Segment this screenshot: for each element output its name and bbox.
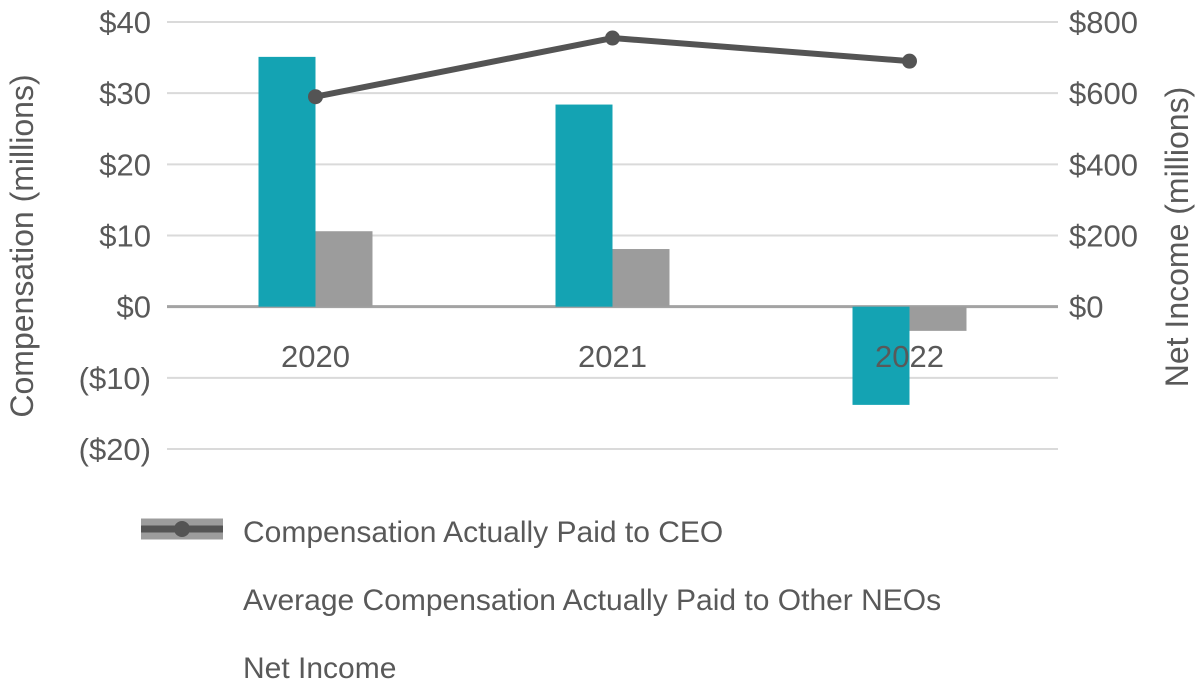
bar xyxy=(612,249,670,307)
data-point-marker xyxy=(308,89,323,105)
x-tick-label: 2022 xyxy=(875,339,944,374)
left-axis-tick-labels: $40 $30 $20 $10 $0 ($10) ($20) xyxy=(79,5,151,467)
legend-line-dot xyxy=(174,521,190,537)
right-axis-tick-labels: $800 $600 $400 $200 $0 xyxy=(1069,5,1138,325)
combo-chart: 2020 2021 2022 $40 $30 $20 $10 $0 ($10) ($20) $8… xyxy=(4,5,1195,467)
right-tick-label: $800 xyxy=(1069,5,1138,40)
legend-item: Net Income xyxy=(141,521,941,685)
bar xyxy=(258,56,316,307)
right-axis-title: Net Income (millions) xyxy=(1159,87,1195,388)
right-tick-label: $400 xyxy=(1069,147,1138,182)
legend-item: Average Compensation Actually Paid to Ot… xyxy=(141,518,942,617)
bar xyxy=(852,306,910,405)
legend: Compensation Actually Paid to CEO Average… xyxy=(141,516,942,685)
left-axis-title: Compensation (millions) xyxy=(4,74,40,417)
legend-label: Compensation Actually Paid to CEO xyxy=(243,516,724,549)
x-axis-labels: 2020 2021 2022 xyxy=(281,339,944,374)
left-tick-label: ($10) xyxy=(79,361,151,396)
bar-series xyxy=(258,56,967,405)
data-point-marker xyxy=(605,30,620,46)
legend-label: Net Income xyxy=(243,652,397,685)
legend-label: Average Compensation Actually Paid to Ot… xyxy=(243,584,942,617)
x-tick-label: 2020 xyxy=(281,339,350,374)
line-series xyxy=(308,30,917,105)
net-income-line xyxy=(312,35,913,100)
left-tick-label: ($20) xyxy=(79,432,151,467)
data-point-marker xyxy=(902,53,917,69)
x-tick-label: 2021 xyxy=(578,339,647,374)
right-tick-label: $600 xyxy=(1069,76,1138,111)
legend-marker-graphic xyxy=(141,521,223,537)
left-tick-label: $40 xyxy=(99,5,151,40)
legend-item: Compensation Actually Paid to CEO xyxy=(141,516,941,549)
right-tick-label: $200 xyxy=(1069,219,1138,254)
bar xyxy=(315,231,373,307)
left-tick-label: $10 xyxy=(99,219,151,254)
left-tick-label: $30 xyxy=(99,76,151,111)
bar xyxy=(909,306,967,331)
left-tick-label: $0 xyxy=(117,290,151,325)
bar xyxy=(555,104,613,307)
left-tick-label: $20 xyxy=(99,147,151,182)
right-tick-label: $0 xyxy=(1069,290,1103,325)
